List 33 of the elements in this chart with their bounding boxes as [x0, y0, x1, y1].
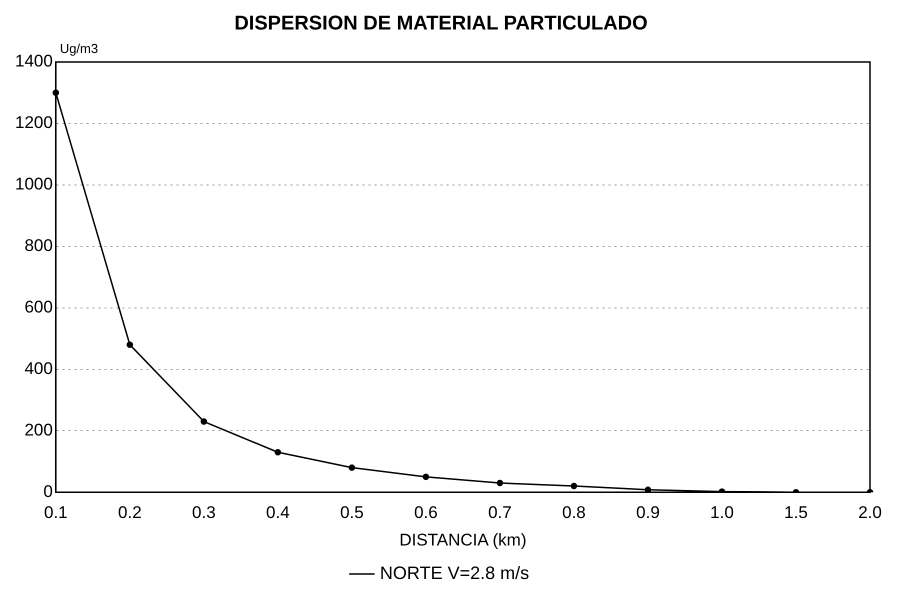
y-tick-label: 600	[24, 298, 53, 317]
x-tick-label: 0.7	[488, 503, 512, 522]
y-tick-label: 1200	[14, 113, 53, 132]
point	[274, 449, 282, 456]
y-axis-title: Ug/m3	[60, 41, 98, 56]
x-tick-label: 1.0	[710, 503, 734, 522]
y-tick-label: 0	[43, 482, 53, 501]
point	[200, 418, 208, 425]
x-tick-label: 1.5	[784, 503, 808, 522]
x-tick-label: 2.0	[858, 503, 882, 522]
x-tick-label: 0.5	[340, 503, 364, 522]
chart-title: DISPERSION DE MATERIAL PARTICULADO	[234, 12, 648, 35]
point	[52, 89, 60, 96]
x-axis-title: DISTANCIA (km)	[399, 530, 527, 550]
point	[422, 474, 430, 480]
point	[348, 464, 356, 471]
point	[126, 341, 134, 348]
x-tick-label: 0.3	[192, 503, 216, 522]
y-tick-label: 200	[24, 420, 53, 440]
x-tick-label: 0.1	[44, 503, 68, 522]
x-tick-label: 0.6	[414, 503, 438, 522]
point	[496, 480, 504, 486]
y-tick-label: 400	[24, 358, 53, 378]
point	[570, 482, 578, 490]
x-tick-label: 0.2	[118, 503, 142, 522]
point	[644, 486, 652, 492]
legend-label: NORTE V=2.8 m/s	[380, 562, 530, 583]
y-tick-label: 1400	[14, 52, 53, 71]
x-tick-label: 0.9	[636, 503, 660, 522]
x-tick-label: 0.8	[562, 503, 586, 522]
y-tick-label: 800	[24, 236, 53, 256]
y-tick-label: 1000	[14, 174, 53, 194]
x-tick-label: 0.4	[266, 503, 290, 522]
